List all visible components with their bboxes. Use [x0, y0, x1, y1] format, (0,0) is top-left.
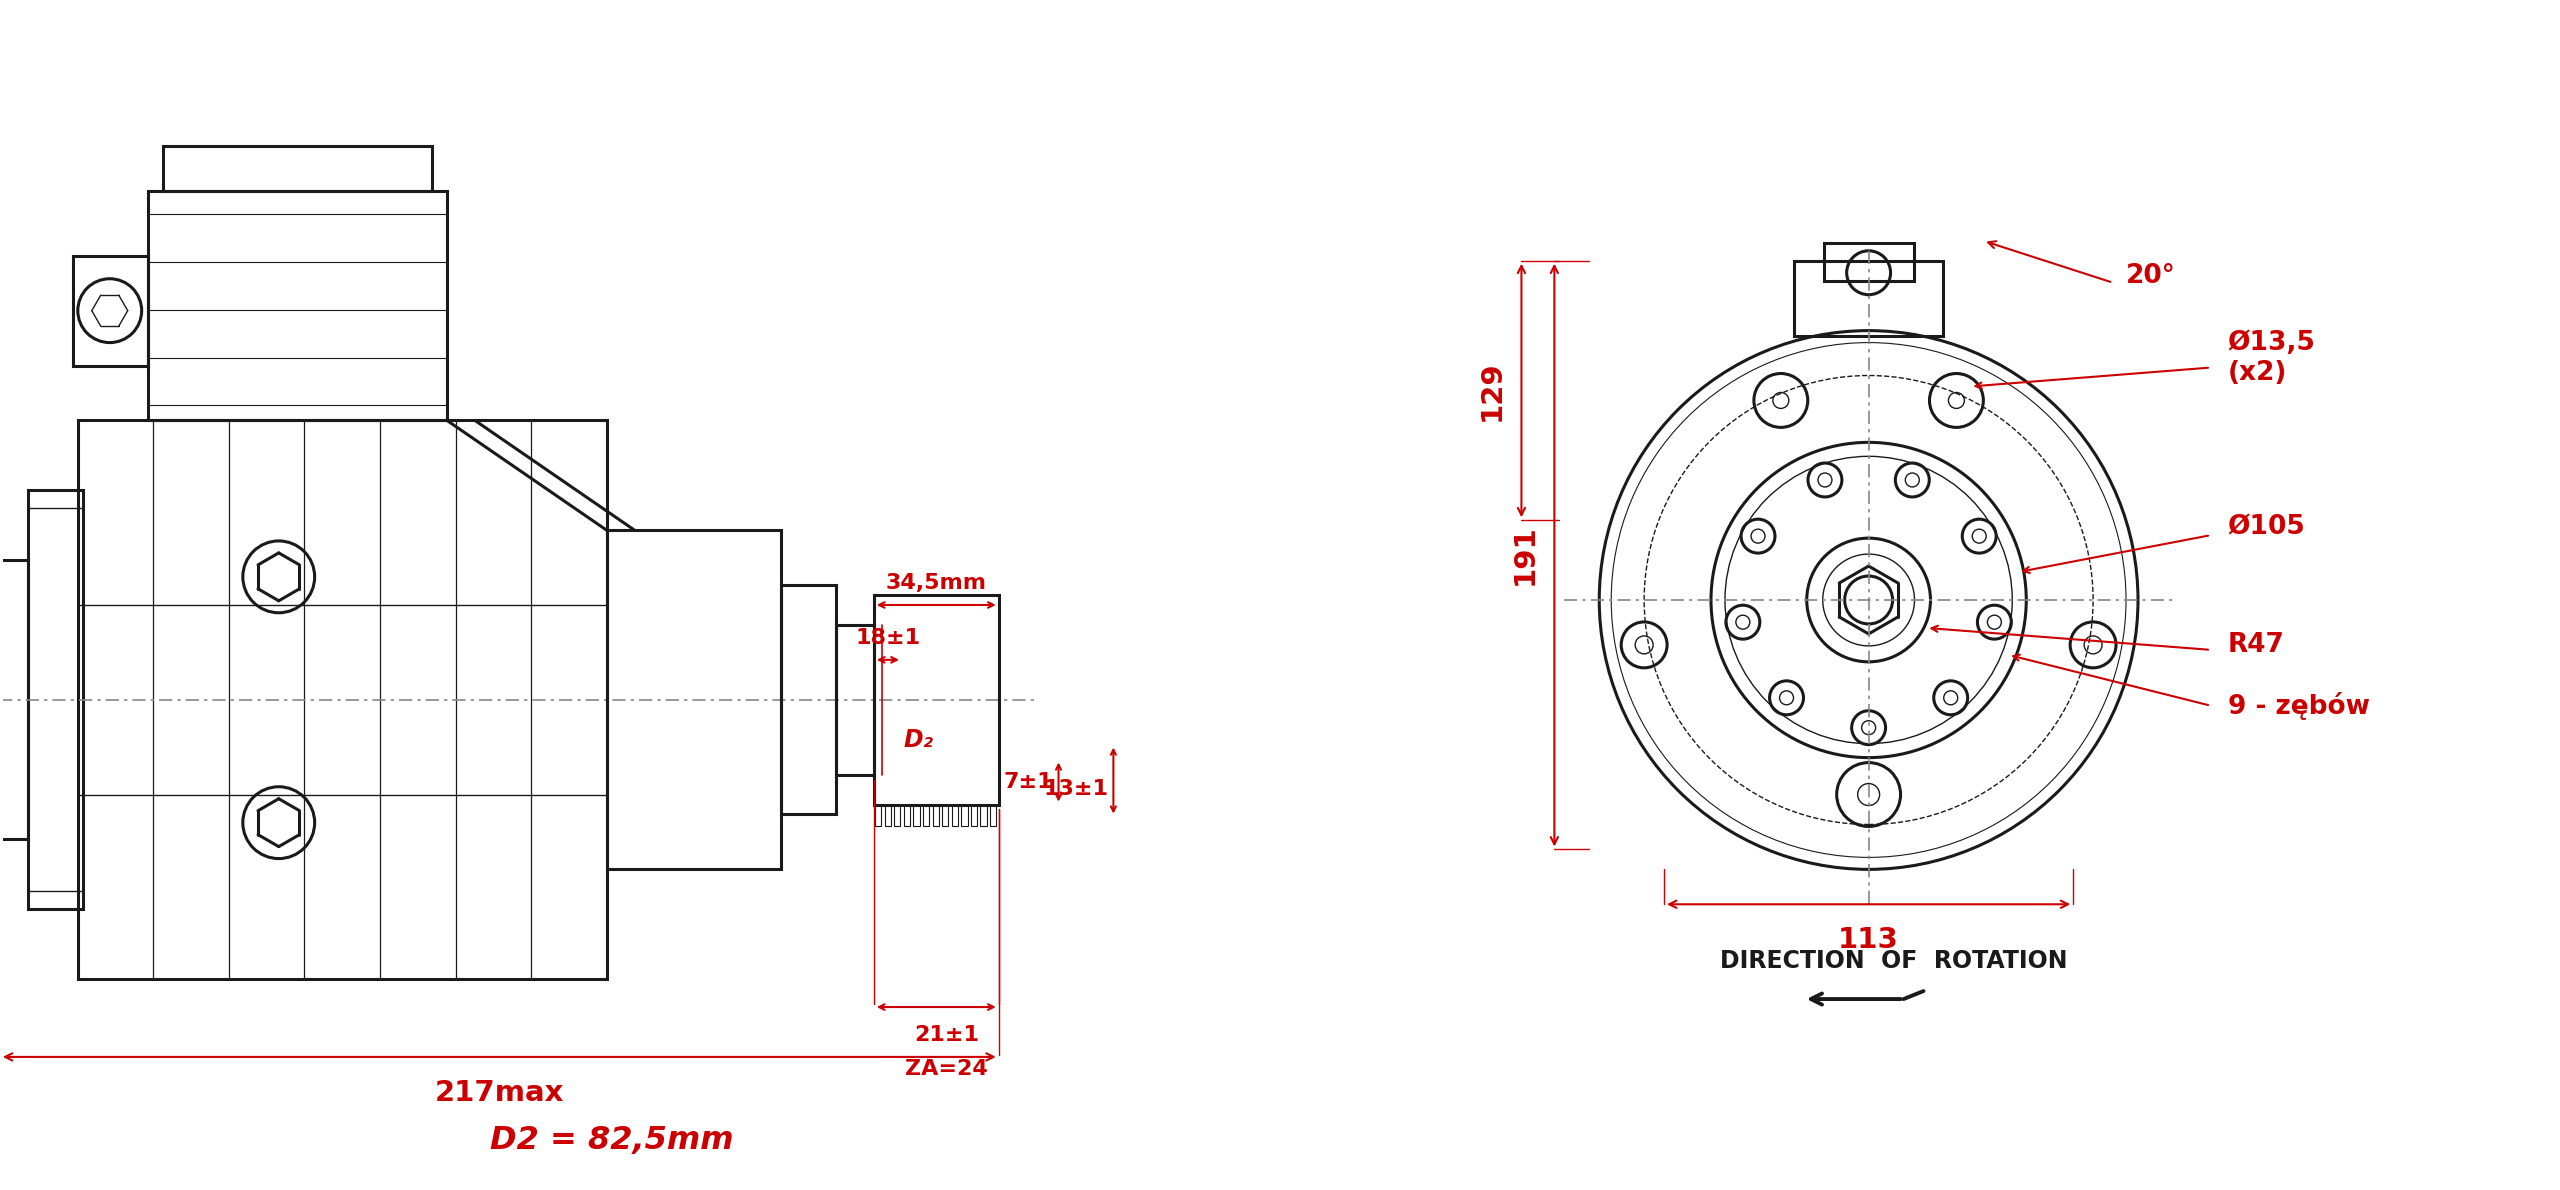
Bar [1823, 243, 1912, 281]
Bar [886, 804, 891, 827]
Bar [942, 804, 947, 827]
Bar [873, 595, 998, 804]
Text: 9 - zębów: 9 - zębów [2227, 691, 2371, 720]
Text: 7±1: 7±1 [1004, 772, 1055, 793]
Bar [991, 804, 996, 827]
Bar [893, 804, 901, 827]
Bar [781, 585, 837, 814]
Text: 34,5mm: 34,5mm [886, 574, 986, 593]
Text: 113: 113 [1838, 926, 1900, 954]
Bar [77, 420, 607, 979]
Bar [607, 531, 781, 870]
Text: 21±1: 21±1 [914, 1025, 978, 1045]
Text: D₂: D₂ [904, 727, 934, 752]
Text: 20°: 20° [2125, 263, 2176, 289]
Bar [980, 804, 986, 827]
Text: 129: 129 [1477, 361, 1505, 421]
Bar [0, 560, 28, 839]
Text: Ø13,5
(x2): Ø13,5 (x2) [2227, 330, 2317, 386]
Text: 217max: 217max [435, 1079, 563, 1107]
Bar [904, 804, 909, 827]
Text: DIRECTION  OF  ROTATION: DIRECTION OF ROTATION [1720, 950, 2068, 973]
Bar [837, 625, 873, 775]
Text: ZA=24: ZA=24 [904, 1059, 988, 1079]
Bar [952, 804, 957, 827]
Bar [924, 804, 929, 827]
Text: Ø105: Ø105 [2227, 514, 2307, 540]
Bar [148, 190, 448, 420]
Bar [963, 804, 968, 827]
Bar [932, 804, 940, 827]
Bar [1795, 261, 1943, 336]
Text: R47: R47 [2227, 632, 2284, 658]
Bar [970, 804, 978, 827]
Bar [164, 146, 433, 190]
Text: 13±1: 13±1 [1044, 778, 1108, 798]
Text: 191: 191 [1510, 525, 1539, 585]
Text: D2 = 82,5mm: D2 = 82,5mm [489, 1126, 732, 1157]
Text: 18±1: 18±1 [855, 628, 922, 647]
Bar [876, 804, 881, 827]
Bar [914, 804, 919, 827]
Bar [28, 490, 82, 909]
Bar [72, 256, 148, 365]
